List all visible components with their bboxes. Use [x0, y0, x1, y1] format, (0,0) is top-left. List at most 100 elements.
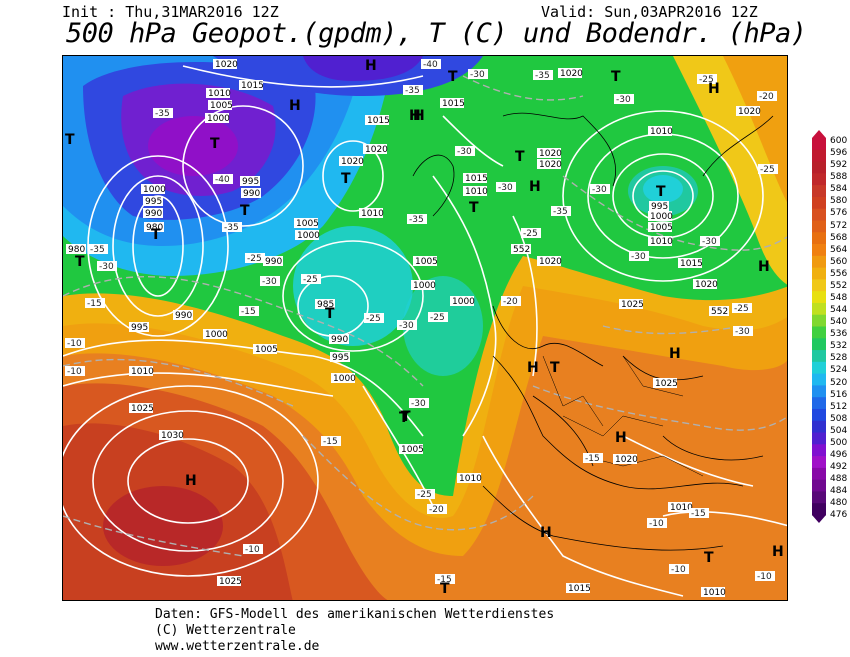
svg-text:-25: -25 — [303, 275, 318, 285]
pressure-label: 1005 — [208, 100, 233, 111]
legend-swatch — [812, 408, 826, 422]
temp-label: -10 — [243, 544, 263, 555]
high-marker: H — [185, 473, 197, 489]
low-marker: T — [240, 203, 250, 219]
high-marker: H — [615, 430, 627, 446]
svg-text:995: 995 — [332, 353, 349, 363]
svg-text:-25: -25 — [247, 254, 262, 264]
svg-text:-35: -35 — [553, 207, 568, 217]
low-marker: T — [611, 69, 621, 85]
legend-label: 584 — [830, 184, 848, 195]
legend-label: 524 — [830, 365, 848, 376]
pressure-systems: H H T H H H T T T T T T T T T T T H T H … — [65, 58, 784, 597]
svg-text:-35: -35 — [224, 223, 239, 233]
legend-label: 528 — [830, 353, 848, 364]
legend-swatch — [812, 397, 826, 410]
svg-text:1025: 1025 — [655, 379, 678, 389]
pressure-label: 1020 — [558, 68, 583, 79]
legend-label: 484 — [830, 486, 848, 497]
high-marker: H — [708, 81, 720, 97]
legend-label: 556 — [830, 268, 848, 279]
pressure-label: 1000 — [295, 230, 320, 241]
svg-text:-10: -10 — [245, 545, 260, 555]
temp-label: -25 — [521, 228, 541, 239]
legend-label: 572 — [830, 220, 848, 231]
temp-label: -35 — [533, 70, 553, 81]
svg-text:1005: 1005 — [210, 101, 233, 111]
svg-text:1025: 1025 — [131, 404, 154, 414]
temp-label: -30 — [496, 182, 516, 193]
temp-label: -25 — [301, 274, 321, 285]
high-marker: H — [527, 360, 539, 376]
svg-text:-20: -20 — [429, 505, 444, 515]
high-marker: H — [758, 259, 770, 275]
svg-text:1000: 1000 — [333, 374, 356, 384]
temp-label: -40 — [213, 174, 233, 185]
pressure-label: 985 — [315, 299, 335, 310]
legend-swatch — [812, 196, 826, 210]
legend-swatch — [812, 373, 826, 386]
svg-text:990: 990 — [145, 209, 162, 219]
pressure-label: 1010 — [701, 587, 726, 598]
pressure-label: 1020 — [736, 106, 761, 117]
temp-label: -25 — [245, 253, 265, 264]
svg-text:995: 995 — [651, 202, 668, 212]
legend-label: 560 — [830, 256, 848, 267]
high-marker: H — [413, 108, 425, 124]
high-marker: H — [409, 108, 421, 124]
temp-label: -25 — [428, 312, 448, 323]
temp-label: -35 — [551, 206, 571, 217]
legend-swatch — [812, 420, 826, 434]
footer-website[interactable]: www.wetterzentrale.de — [155, 639, 320, 654]
low-marker: T — [401, 409, 411, 425]
pressure-label: 1005 — [648, 222, 673, 233]
pressure-label: 1025 — [129, 403, 154, 414]
temp-label: -25 — [364, 313, 384, 324]
legend-swatch — [812, 244, 826, 257]
low-marker: T — [550, 360, 560, 376]
pressure-label: 990 — [329, 334, 349, 345]
svg-text:1010: 1010 — [465, 187, 488, 197]
low-marker: T — [469, 200, 479, 216]
pressure-label: 995 — [649, 201, 669, 212]
pressure-label: 1015 — [678, 258, 703, 269]
svg-text:1020: 1020 — [695, 280, 718, 290]
valid-time: Valid: Sun,03APR2016 12Z — [541, 3, 758, 21]
svg-text:1015: 1015 — [367, 116, 390, 126]
legend-swatch — [812, 338, 826, 351]
temp-label: -10 — [755, 571, 775, 582]
svg-text:-15: -15 — [691, 509, 706, 519]
svg-text:1000: 1000 — [205, 330, 228, 340]
low-marker: T — [325, 306, 335, 322]
low-marker: T — [515, 149, 525, 165]
geopotential-label: 552 552 — [511, 244, 729, 317]
legend-label: 520 — [830, 377, 848, 388]
temp-label: -10 — [647, 518, 667, 529]
low-marker: T — [65, 132, 75, 148]
legend-swatch — [812, 149, 826, 163]
svg-text:1010: 1010 — [361, 209, 384, 219]
svg-text:-35: -35 — [405, 86, 420, 96]
svg-text:995: 995 — [145, 197, 162, 207]
svg-text:990: 990 — [243, 189, 260, 199]
svg-text:-35: -35 — [90, 245, 105, 255]
pressure-label: 990 — [143, 208, 163, 219]
legend-label: 488 — [830, 474, 848, 485]
svg-text:-30: -30 — [411, 399, 426, 409]
svg-text:-10: -10 — [67, 367, 82, 377]
legend-swatch — [812, 173, 826, 186]
temp-label: -30 — [629, 251, 649, 262]
temp-label: -10 — [669, 564, 689, 575]
svg-text:1005: 1005 — [296, 219, 319, 229]
footer-copyright: (C) Wetterzentrale — [155, 623, 296, 638]
pressure-label: 1015 — [440, 98, 465, 109]
svg-text:-15: -15 — [437, 575, 452, 585]
legend-label: 508 — [830, 413, 848, 424]
svg-text:1000: 1000 — [452, 297, 475, 307]
legend-label: 532 — [830, 341, 848, 352]
legend-label: 576 — [830, 208, 848, 219]
legend-label: 544 — [830, 305, 848, 316]
field-red-core — [103, 486, 223, 566]
svg-text:1010: 1010 — [650, 127, 673, 137]
pressure-label: 1020 — [363, 144, 388, 155]
